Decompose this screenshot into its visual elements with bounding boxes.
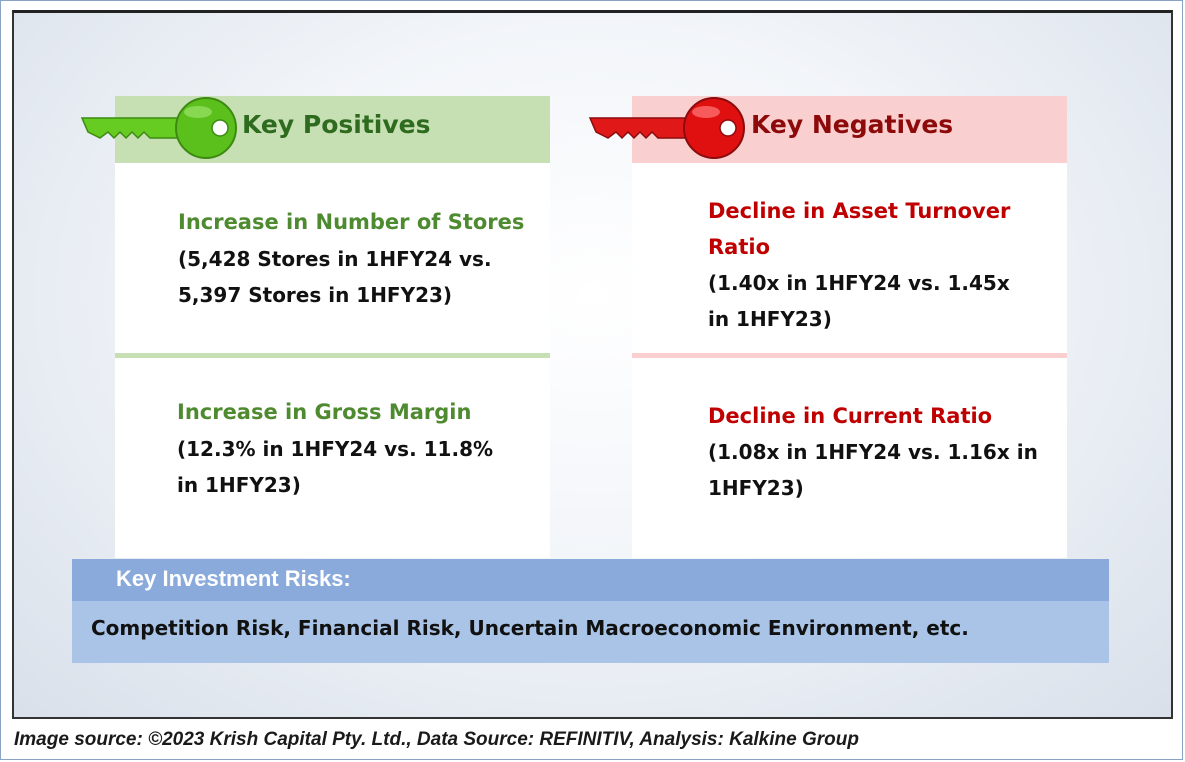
investment-risks-title: Key Investment Risks:	[116, 566, 351, 591]
positive-item-title: Increase in Number of Stores	[178, 210, 525, 234]
investment-risks-box: Key Investment Risks: Competition Risk, …	[72, 559, 1109, 663]
positives-divider	[115, 353, 550, 358]
negative-item-detail: (1.40x in 1HFY24 vs. 1.45x in 1HFY23)	[708, 271, 1010, 331]
red-key-icon	[588, 97, 745, 159]
positive-card-stores: Increase in Number of Stores (5,428 Stor…	[115, 163, 550, 353]
key-negatives-title: Key Negatives	[751, 110, 954, 139]
positive-item-detail: (5,428 Stores in 1HFY24 vs. 5,397 Stores…	[178, 247, 492, 307]
negative-item-title: Decline in Current Ratio	[708, 404, 993, 428]
investment-risks-header: Key Investment Risks:	[72, 559, 1109, 601]
investment-risks-text: Competition Risk, Financial Risk, Uncert…	[91, 616, 969, 640]
negative-card-current-ratio: Decline in Current Ratio (1.08x in 1HFY2…	[632, 358, 1067, 558]
positive-item-title: Increase in Gross Margin	[177, 400, 472, 424]
image-source-caption: Image source: ©2023 Krish Capital Pty. L…	[14, 729, 859, 750]
negative-item-detail: (1.08x in 1HFY24 vs. 1.16x in 1HFY23)	[708, 440, 1038, 500]
key-positives-title: Key Positives	[242, 110, 431, 139]
positive-item-detail: (12.3% in 1HFY24 vs. 11.8% in 1HFY23)	[177, 437, 494, 497]
positive-card-gross-margin: Increase in Gross Margin (12.3% in 1HFY2…	[115, 358, 550, 558]
negatives-divider	[632, 353, 1067, 358]
green-key-icon	[80, 97, 237, 159]
negative-item-title: Decline in Asset Turnover Ratio	[708, 199, 1011, 259]
negative-card-asset-turnover: Decline in Asset Turnover Ratio (1.40x i…	[632, 163, 1067, 353]
